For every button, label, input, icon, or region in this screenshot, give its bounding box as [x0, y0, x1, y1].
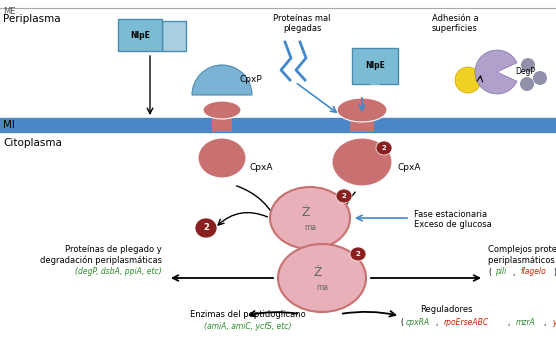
Text: ma: ma	[316, 284, 328, 292]
Ellipse shape	[336, 189, 352, 203]
FancyBboxPatch shape	[162, 21, 186, 51]
Text: ,: ,	[436, 318, 441, 327]
Text: ME: ME	[3, 7, 16, 16]
Ellipse shape	[195, 218, 217, 238]
Text: rpoErseABC: rpoErseABC	[444, 318, 489, 327]
Text: ydeH: ydeH	[552, 318, 556, 327]
Text: 2: 2	[381, 145, 386, 151]
Text: CpxA: CpxA	[398, 164, 421, 172]
Text: 2: 2	[341, 193, 346, 199]
Text: CpxP: CpxP	[240, 75, 263, 84]
Text: Proteínas de plegado y
degradación periplasmáticas: Proteínas de plegado y degradación perip…	[40, 245, 162, 265]
Text: (amiA, amiC, ycfS, etc): (amiA, amiC, ycfS, etc)	[204, 322, 292, 331]
Text: Ż: Ż	[302, 207, 310, 219]
Ellipse shape	[270, 187, 350, 249]
FancyBboxPatch shape	[352, 48, 398, 84]
Text: flagelo: flagelo	[520, 267, 546, 276]
Text: ,: ,	[544, 318, 549, 327]
Text: ,: ,	[513, 267, 518, 276]
Wedge shape	[475, 50, 517, 94]
Text: CpxA: CpxA	[250, 164, 274, 172]
Ellipse shape	[332, 138, 392, 186]
Text: NlpE: NlpE	[130, 30, 150, 40]
Text: pili: pili	[495, 267, 507, 276]
Text: ma: ma	[304, 223, 316, 233]
Text: (degP, dsbA, ppiA, etc): (degP, dsbA, ppiA, etc)	[75, 267, 162, 276]
Wedge shape	[192, 65, 252, 95]
Text: 2: 2	[356, 251, 360, 257]
Text: 2: 2	[203, 223, 209, 233]
Ellipse shape	[521, 58, 535, 72]
Ellipse shape	[198, 138, 246, 178]
Ellipse shape	[203, 101, 241, 119]
Text: (: (	[488, 267, 491, 276]
Bar	[212, 118, 232, 132]
Text: Ż: Ż	[314, 266, 322, 280]
Text: Citoplasma: Citoplasma	[3, 138, 62, 148]
Bar	[370, 75, 380, 85]
Text: ): )	[553, 267, 556, 276]
Text: ,: ,	[508, 318, 513, 327]
Ellipse shape	[376, 141, 392, 155]
Ellipse shape	[455, 67, 481, 93]
Text: DegP: DegP	[515, 68, 535, 76]
Text: Complejos proteicos
periplasmáticos: Complejos proteicos periplasmáticos	[488, 245, 556, 265]
Text: cpxRA: cpxRA	[406, 318, 430, 327]
Bar	[0, 118, 556, 132]
Ellipse shape	[278, 244, 366, 312]
FancyBboxPatch shape	[118, 19, 162, 51]
Bar	[350, 118, 374, 132]
Text: Fase estacionaria
Exceso de glucosa: Fase estacionaria Exceso de glucosa	[414, 210, 492, 230]
Text: MI: MI	[3, 120, 15, 130]
Text: (: (	[400, 318, 403, 327]
Ellipse shape	[350, 247, 366, 261]
Text: Reguladores: Reguladores	[420, 305, 473, 314]
Ellipse shape	[520, 77, 534, 91]
Text: Adhesión a
superficies: Adhesión a superficies	[432, 14, 479, 33]
Text: Enzimas del peptidoglicano: Enzimas del peptidoglicano	[190, 310, 306, 319]
Text: mzrA: mzrA	[516, 318, 536, 327]
Text: NlpE: NlpE	[365, 61, 385, 70]
Text: Periplasma: Periplasma	[3, 14, 61, 24]
Ellipse shape	[533, 71, 547, 85]
Text: Proteínas mal
plegadas: Proteínas mal plegadas	[273, 14, 331, 33]
Ellipse shape	[337, 98, 387, 122]
